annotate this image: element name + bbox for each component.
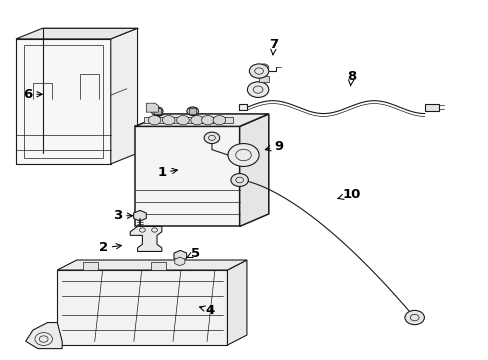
Bar [189, 108, 196, 114]
Polygon shape [57, 270, 227, 345]
Polygon shape [259, 76, 268, 82]
Text: 4: 4 [199, 304, 215, 317]
Bar [143, 117, 232, 123]
Circle shape [151, 107, 163, 116]
Text: 8: 8 [346, 70, 355, 86]
Text: 3: 3 [113, 209, 132, 222]
Circle shape [247, 82, 268, 98]
Circle shape [259, 64, 268, 71]
Polygon shape [130, 226, 162, 251]
Text: 1: 1 [157, 166, 177, 179]
Text: 10: 10 [337, 188, 360, 201]
Polygon shape [135, 114, 268, 126]
Circle shape [201, 116, 214, 125]
Circle shape [190, 116, 203, 125]
Circle shape [203, 132, 219, 144]
Bar [153, 108, 160, 114]
Polygon shape [111, 28, 137, 164]
Bar [151, 262, 166, 270]
Circle shape [148, 116, 161, 125]
Text: 6: 6 [23, 88, 42, 101]
Polygon shape [16, 39, 111, 164]
Bar [424, 104, 438, 111]
Polygon shape [16, 28, 137, 39]
Text: 7: 7 [268, 38, 278, 55]
Circle shape [162, 116, 175, 125]
Circle shape [404, 310, 424, 325]
Polygon shape [174, 250, 186, 261]
Bar [82, 262, 98, 270]
Text: 5: 5 [186, 247, 200, 260]
Text: 2: 2 [99, 241, 121, 255]
Circle shape [230, 174, 248, 186]
Polygon shape [146, 103, 158, 112]
Polygon shape [26, 323, 62, 348]
Text: 9: 9 [265, 140, 283, 153]
Circle shape [213, 116, 225, 125]
Polygon shape [133, 210, 146, 221]
Circle shape [186, 107, 198, 116]
Polygon shape [239, 114, 268, 226]
Circle shape [176, 116, 189, 125]
Polygon shape [174, 257, 184, 266]
Polygon shape [227, 260, 246, 345]
Polygon shape [57, 260, 246, 270]
Polygon shape [135, 126, 239, 226]
Bar [238, 104, 247, 111]
Circle shape [249, 64, 268, 78]
Circle shape [227, 144, 259, 166]
